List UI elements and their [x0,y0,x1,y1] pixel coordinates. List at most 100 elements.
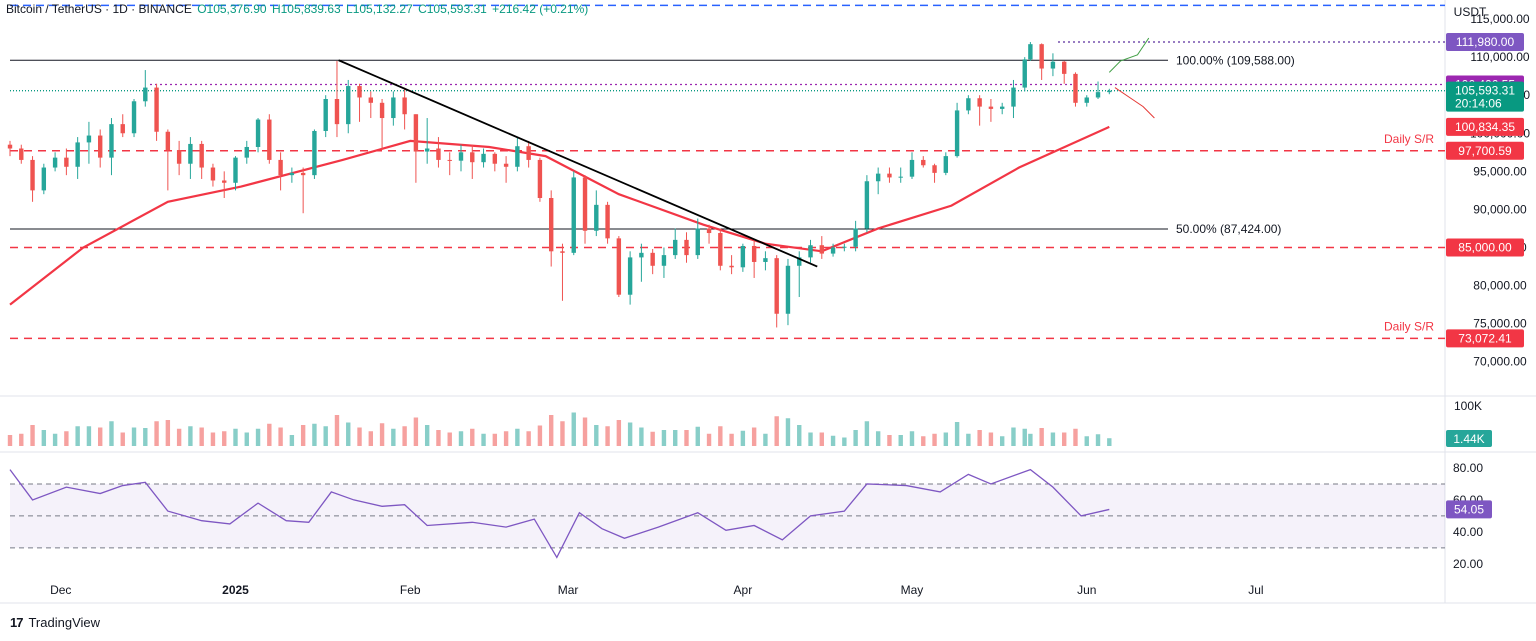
candle [819,236,824,259]
volume-bar [548,415,554,446]
candle-body [30,159,35,191]
price-tag: 111,980.00 [1446,33,1524,52]
volume-bar [357,427,362,446]
price-tag-label: 85,000.00 [1458,241,1512,255]
candle-body [639,252,644,258]
price-tag-bg [1446,238,1524,257]
rsi-tick-label: 20.00 [1453,557,1483,571]
candle-body [165,131,171,151]
candle-body [830,247,836,254]
candle [222,171,227,198]
volume-bar [808,432,813,446]
volume-bar [503,431,509,446]
symbol-title[interactable]: Bitcoin / TetherUS · 1D · BINANCE [6,2,192,16]
candle [131,99,137,138]
volume-bar [109,421,114,446]
candle [548,190,554,267]
candle [188,137,193,179]
candle-body [718,233,723,266]
candle [233,156,238,191]
volume-bar [785,418,791,446]
candle [244,140,249,164]
fib-50-label: 50.00% (87,424.00) [1176,222,1281,236]
price-tag: 85,000.00 [1446,238,1524,257]
volume-bar [97,427,103,446]
tradingview-footer[interactable]: 17 TradingView [10,615,100,630]
volume-bar [706,433,712,446]
volume-bar [673,430,678,446]
volume-bar [458,431,464,446]
volume-bar [120,432,125,446]
candle-body [503,163,509,167]
candle-body [943,156,949,173]
time-axis-label: Jul [1248,583,1263,597]
candle [402,87,407,130]
candle [97,129,103,168]
fib-100-label: 100.00% (109,588.00) [1176,53,1295,67]
candle-body [1073,73,1078,103]
volume-bar [774,416,779,446]
price-tag-bg [1446,33,1524,52]
candle-body [560,251,565,253]
candle-body [109,124,114,158]
volume-bar [312,423,317,446]
candle [86,121,92,164]
symbol-header: Bitcoin / TetherUS · 1D · BINANCE O105,3… [6,2,590,16]
volume-bar [650,431,655,446]
candle [571,171,576,256]
tradingview-brand: TradingView [28,615,101,630]
candle [391,91,396,126]
candle [424,118,430,164]
candle-body [199,143,204,168]
candle [921,156,926,168]
volume-bar [41,430,47,446]
candle-body [1050,61,1056,69]
volume-bar [255,428,261,446]
volume-bar [143,428,148,446]
countdown-label: 20:14:06 [1455,97,1502,111]
candle [1062,60,1067,84]
price-tag-label: 100,834.35 [1455,120,1515,134]
candle [537,157,543,202]
volume-bar [864,421,870,446]
candle [774,255,779,328]
candle [909,152,915,179]
candle-body [19,148,24,160]
volume-bar [718,426,723,446]
time-axis-label: 2025 [222,583,249,597]
volume-bar [560,421,565,446]
volume-bar [52,433,58,446]
candle-body [627,257,633,295]
candle-body [41,167,47,191]
candle-body [594,204,599,231]
candle-body [413,114,419,152]
candle-body [1084,97,1089,103]
volume-bar [526,431,531,446]
volume-bar [943,432,949,446]
candle [503,156,509,183]
candle [379,99,385,151]
time-axis-label: Apr [734,583,753,597]
candle-body [1095,92,1101,98]
volume-bar [1095,434,1101,446]
volume-bar [898,435,903,446]
candle-body [323,99,328,131]
candle-body [526,146,531,160]
candle [64,148,69,176]
volume-bar [594,425,599,446]
volume-bar [875,431,881,446]
price-tick-label: 75,000.00 [1473,317,1527,331]
candle [75,137,80,179]
candle [312,129,317,179]
candle-body [346,86,351,125]
candle [289,167,295,183]
volume-current-label: 1.44K [1453,432,1484,446]
candle [1050,53,1056,77]
ohlc-high: H105,839.63 [271,2,341,16]
time-axis-label: Jun [1077,583,1096,597]
time-axis-label: Dec [50,583,71,597]
candle-body [334,99,340,125]
volume-bar [244,432,249,446]
candle [267,114,272,164]
